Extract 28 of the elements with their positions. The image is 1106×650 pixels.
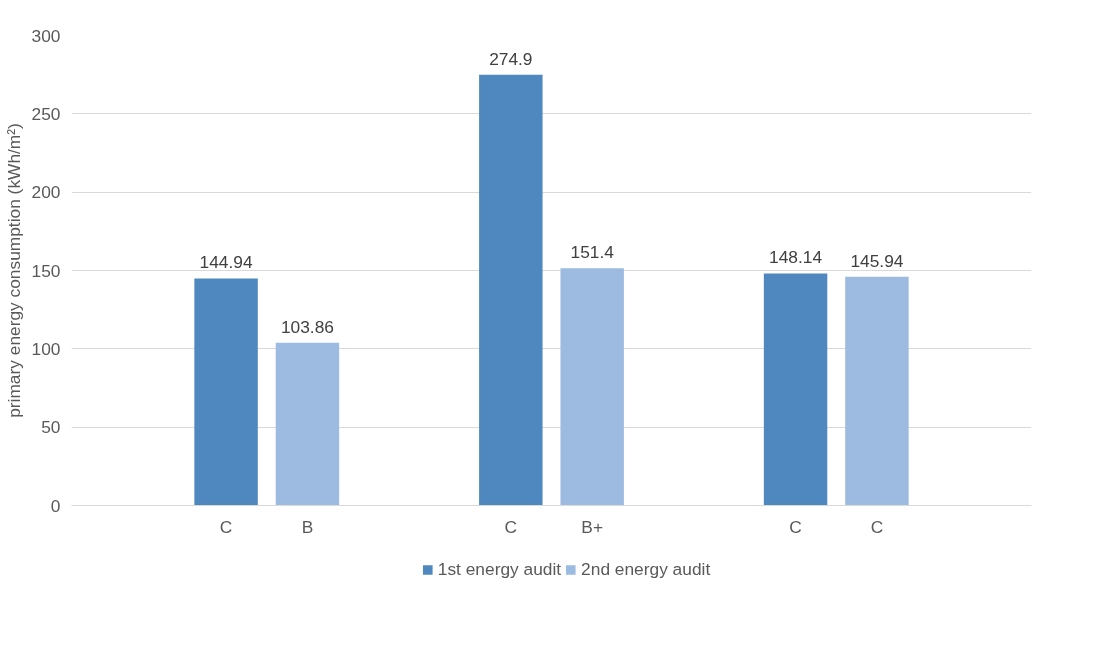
x-tick-label: B+ bbox=[581, 516, 604, 537]
bar bbox=[194, 278, 258, 506]
data-label: 103.86 bbox=[280, 316, 334, 337]
bar bbox=[560, 268, 624, 506]
y-tick-label: 200 bbox=[31, 182, 61, 203]
legend-label: 1st energy audit bbox=[437, 558, 562, 580]
y-tick-label: 250 bbox=[31, 103, 61, 124]
x-tick-label: C bbox=[789, 516, 802, 537]
y-tick-label: 100 bbox=[31, 338, 61, 359]
x-tick-label: C bbox=[870, 516, 884, 537]
y-tick-label: 0 bbox=[50, 495, 61, 516]
legend-label: 2nd energy audit bbox=[581, 558, 711, 580]
y-axis-title: primary energy consumption (kWh/m²) bbox=[3, 123, 24, 418]
data-label: 148.14 bbox=[769, 247, 823, 268]
x-tick-label: C bbox=[219, 516, 233, 537]
data-label: 144.94 bbox=[199, 252, 253, 273]
y-tick-label: 50 bbox=[41, 417, 61, 438]
y-tick-label: 150 bbox=[31, 260, 61, 281]
data-label: 145.94 bbox=[850, 250, 904, 271]
x-tick-label: C bbox=[504, 516, 518, 537]
bar bbox=[275, 342, 340, 506]
bar bbox=[763, 273, 828, 506]
bar bbox=[479, 74, 543, 506]
data-label: 274.9 bbox=[489, 48, 533, 69]
x-tick-label: B bbox=[301, 516, 314, 537]
y-tick-label: 300 bbox=[31, 25, 61, 46]
data-label: 151.4 bbox=[570, 242, 615, 263]
bar bbox=[845, 276, 909, 506]
